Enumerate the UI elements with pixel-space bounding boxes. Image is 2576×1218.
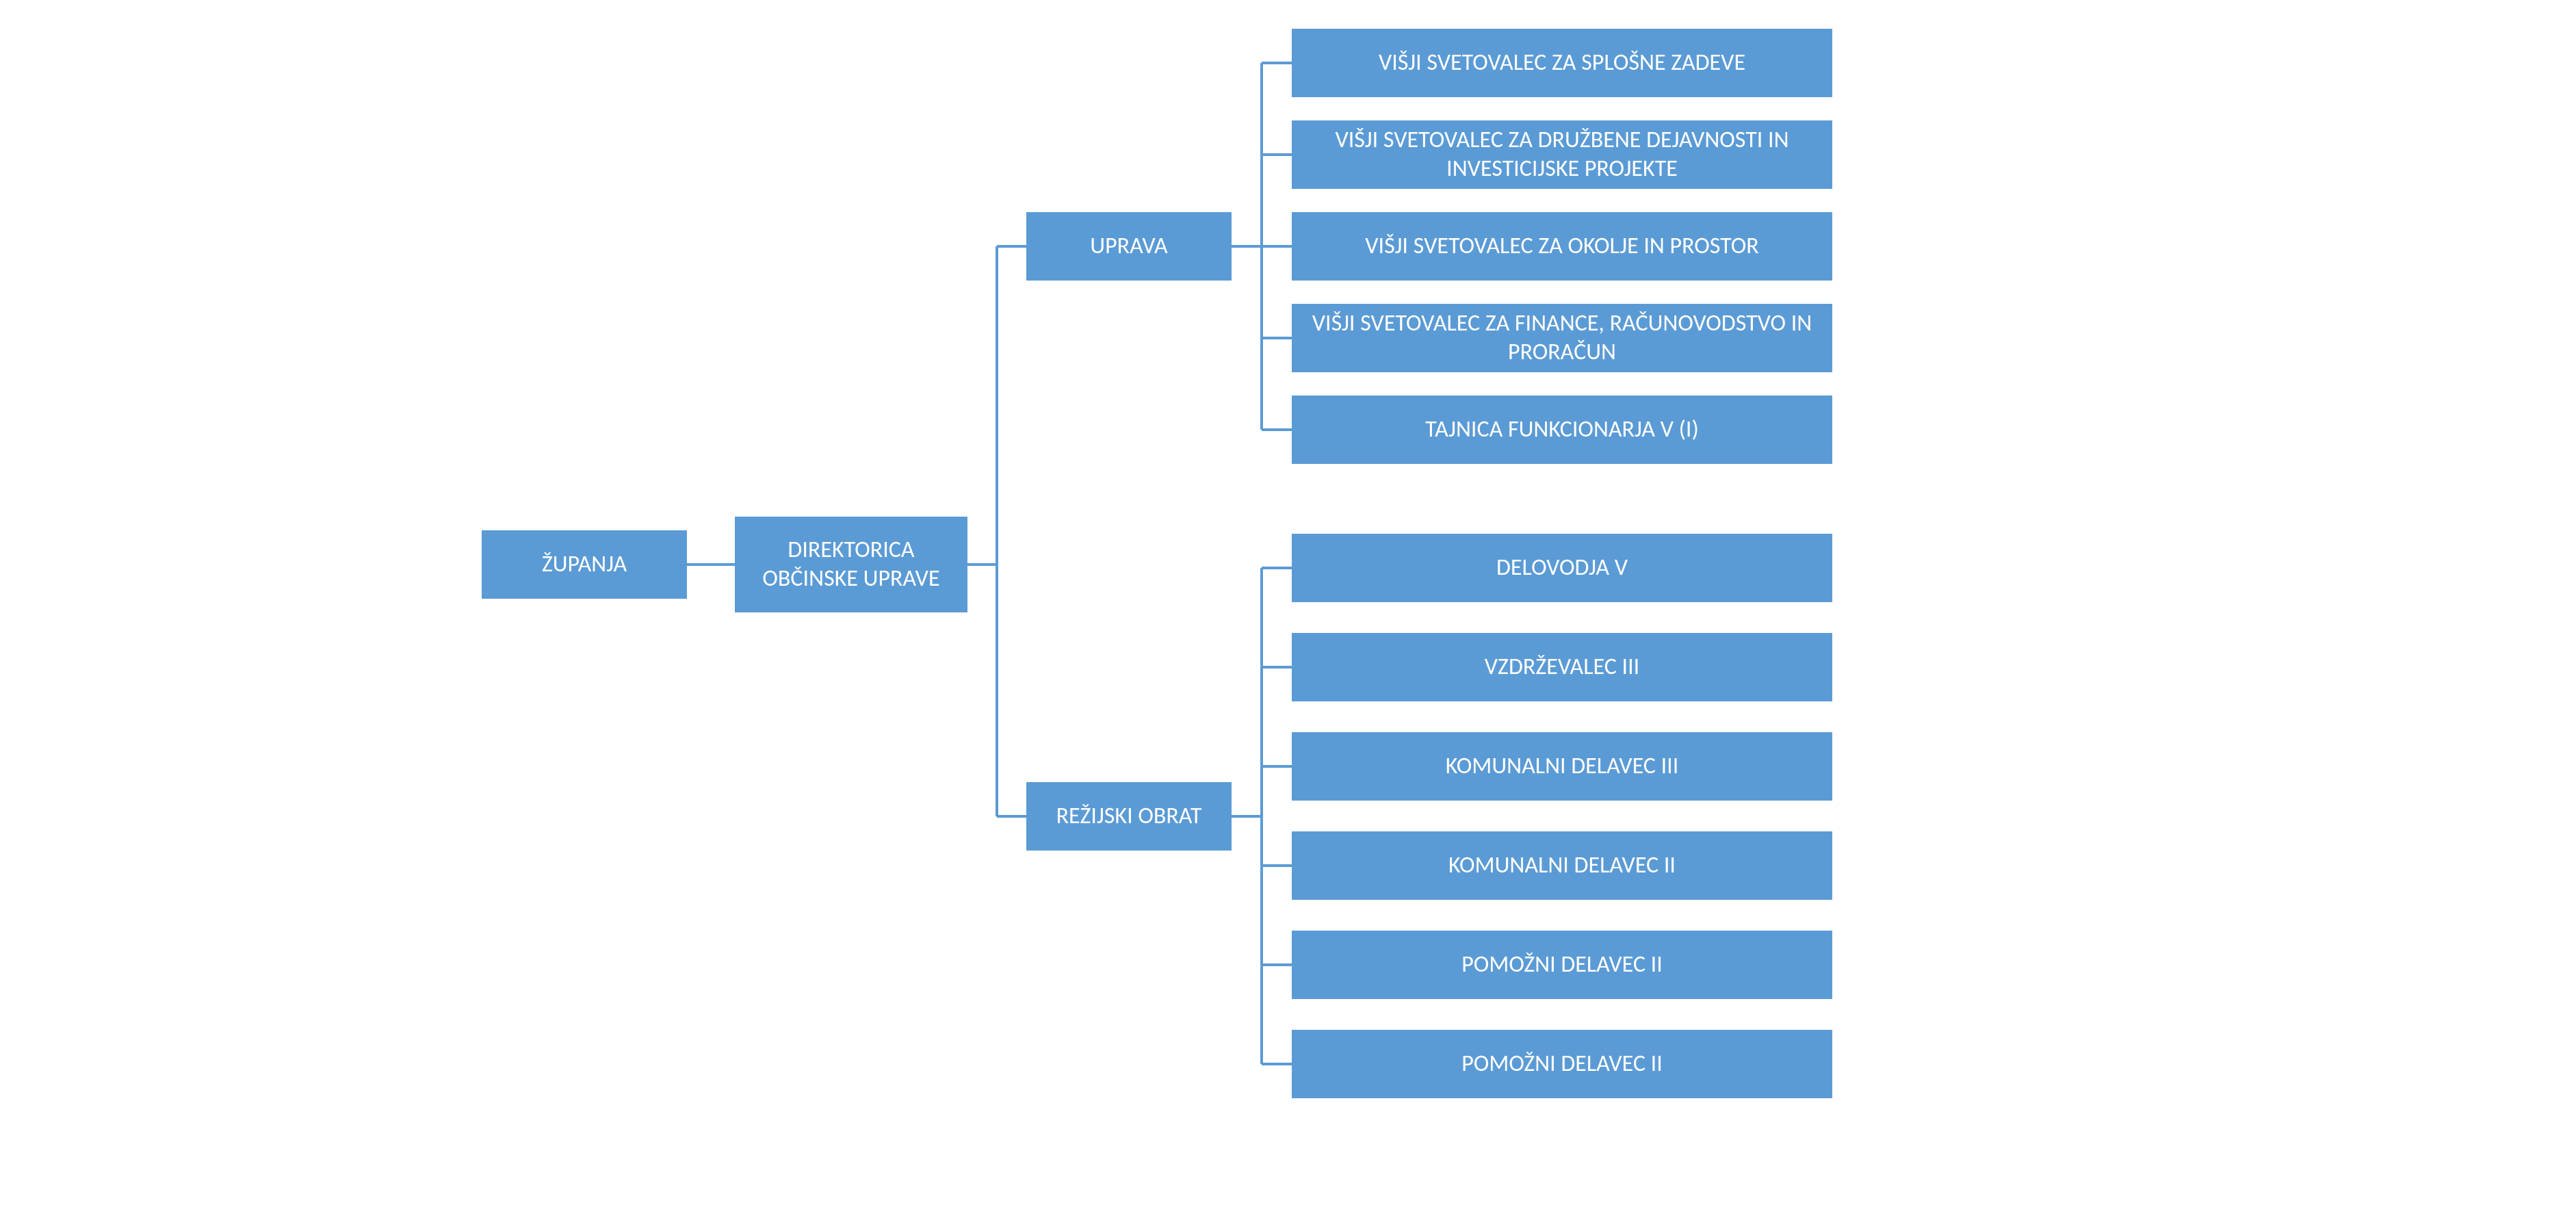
org-node-label: POMOŽNI DELAVEC II [1461, 950, 1663, 980]
org-node-label: UPRAVA [1090, 232, 1167, 261]
org-node-r4: KOMUNALNI DELAVEC II [1292, 831, 1832, 900]
org-node-r3: KOMUNALNI DELAVEC III [1292, 732, 1832, 801]
org-node-label: VZDRŽEVALEC III [1485, 653, 1640, 682]
org-node-label: VIŠJI SVETOVALEC ZA FINANCE, RAČUNOVODST… [1305, 309, 1819, 367]
org-node-direktorica: DIREKTORICA OBČINSKE UPRAVE [735, 517, 967, 612]
org-node-label: TAJNICA FUNKCIONARJA V (I) [1425, 415, 1699, 445]
org-chart-canvas: ŽUPANJA DIREKTORICA OBČINSKE UPRAVE UPRAVA… [0, 0, 2576, 1218]
org-node-u2: VIŠJI SVETOVALEC ZA DRUŽBENE DEJAVNOSTI … [1292, 120, 1832, 189]
org-node-label: KOMUNALNI DELAVEC II [1448, 851, 1676, 881]
org-node-uprava: UPRAVA [1026, 212, 1232, 281]
org-node-label: KOMUNALNI DELAVEC III [1446, 752, 1679, 781]
org-node-u4: VIŠJI SVETOVALEC ZA FINANCE, RAČUNOVODST… [1292, 304, 1832, 372]
org-node-u3: VIŠJI SVETOVALEC ZA OKOLJE IN PROSTOR [1292, 212, 1832, 281]
org-node-u1: VIŠJI SVETOVALEC ZA SPLOŠNE ZADEVE [1292, 29, 1832, 97]
org-chart-connectors [0, 0, 2576, 1218]
org-node-zupanja: ŽUPANJA [482, 530, 687, 599]
org-node-rezijski: REŽIJSKI OBRAT [1026, 782, 1232, 851]
org-node-label: VIŠJI SVETOVALEC ZA OKOLJE IN PROSTOR [1365, 232, 1758, 261]
org-node-label: DIREKTORICA OBČINSKE UPRAVE [749, 536, 954, 594]
org-node-label: VIŠJI SVETOVALEC ZA SPLOŠNE ZADEVE [1379, 49, 1745, 78]
org-node-label: VIŠJI SVETOVALEC ZA DRUŽBENE DEJAVNOSTI … [1305, 126, 1819, 184]
org-node-u5: TAJNICA FUNKCIONARJA V (I) [1292, 396, 1832, 464]
org-node-label: REŽIJSKI OBRAT [1056, 802, 1202, 831]
org-node-r2: VZDRŽEVALEC III [1292, 633, 1832, 701]
org-node-label: POMOŽNI DELAVEC II [1461, 1050, 1663, 1079]
org-node-label: DELOVODJA V [1496, 554, 1628, 583]
org-node-r6: POMOŽNI DELAVEC II [1292, 1030, 1832, 1098]
org-node-r1: DELOVODJA V [1292, 534, 1832, 602]
org-node-r5: POMOŽNI DELAVEC II [1292, 931, 1832, 999]
org-node-label: ŽUPANJA [542, 550, 627, 580]
